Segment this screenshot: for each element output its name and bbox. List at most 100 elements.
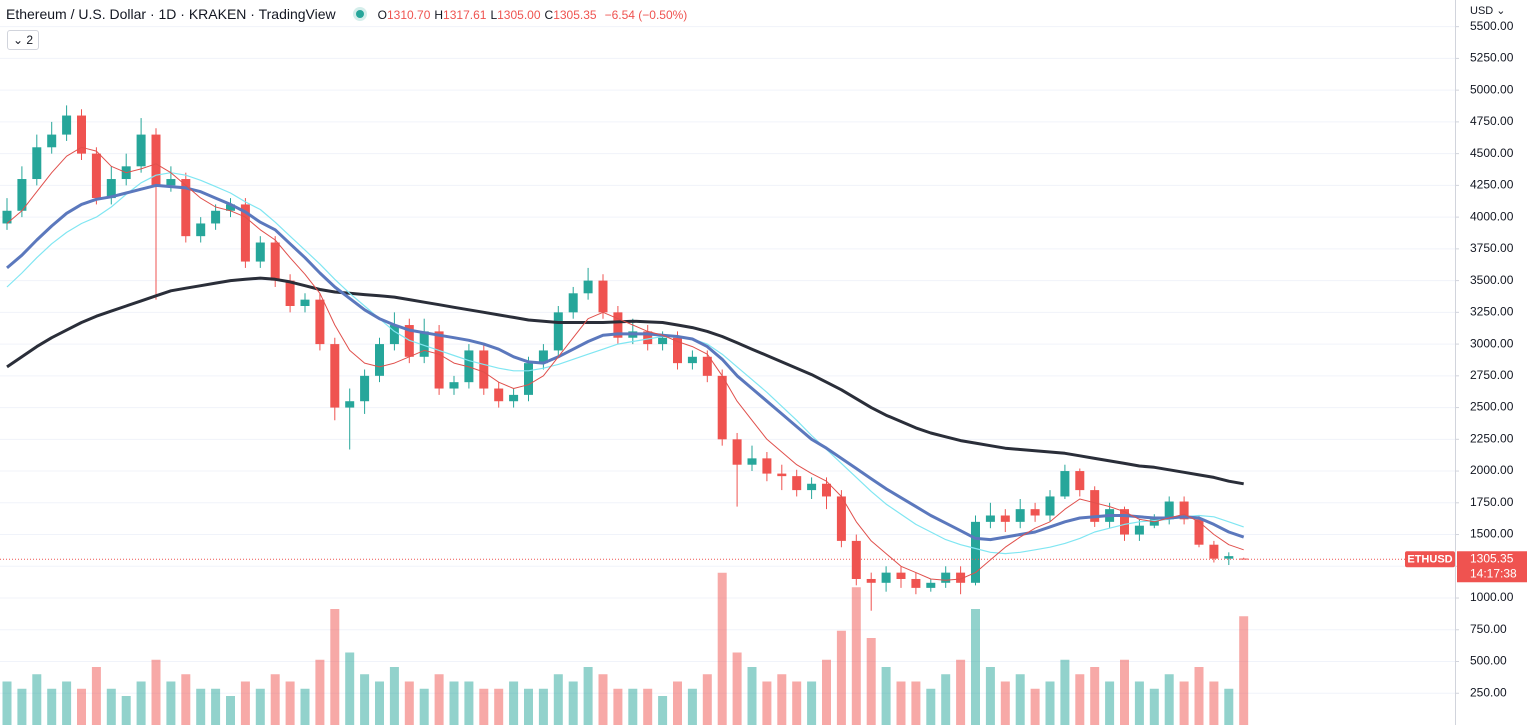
volume-bar	[538, 688, 548, 725]
y-tick-label: 4250.00	[1470, 178, 1514, 192]
candle-body	[553, 312, 563, 351]
volume-bar	[985, 667, 995, 725]
candle-body	[702, 356, 712, 376]
volume-bar	[792, 681, 802, 725]
moving-average	[6, 146, 1244, 581]
candle-body	[389, 325, 399, 345]
volume-bar	[330, 609, 340, 725]
volume-bar	[479, 688, 489, 725]
volume-bar	[494, 688, 504, 725]
volume-bar	[47, 688, 57, 725]
volume-bar	[1209, 681, 1219, 725]
volume-bar	[1179, 681, 1189, 725]
volume-bar	[285, 681, 295, 725]
volume-bar	[658, 696, 668, 725]
volume-bar	[687, 688, 697, 725]
candle-body	[136, 134, 146, 167]
volume-bar	[613, 688, 623, 725]
candle-body	[1239, 558, 1249, 560]
volume-bar	[449, 681, 459, 725]
volume-bar	[1075, 674, 1085, 725]
candle-body	[255, 242, 265, 262]
candle-body	[658, 337, 668, 345]
ohlc-value: 1305.35	[553, 8, 597, 22]
volume-bar	[673, 681, 682, 725]
volume-bar	[1060, 659, 1070, 725]
candle-body	[896, 572, 906, 579]
volume-bar	[1134, 681, 1144, 725]
candle-body	[1060, 471, 1070, 497]
volume-bar	[136, 681, 146, 725]
volume-bar	[1239, 616, 1249, 725]
y-tick-label: 750.00	[1470, 622, 1507, 636]
candle-body	[62, 115, 72, 135]
candle-body	[941, 572, 951, 583]
y-tick-label: 5500.00	[1470, 19, 1514, 33]
candle-body	[47, 134, 57, 148]
candle-body	[1209, 544, 1219, 559]
volume-bar	[807, 681, 817, 725]
candle-body	[2, 210, 12, 224]
candle-body	[911, 578, 921, 588]
volume-bar	[240, 681, 250, 725]
volume-bar	[911, 681, 921, 725]
candle-body	[926, 582, 936, 588]
volume-bar	[747, 667, 757, 725]
volume-bar	[777, 674, 787, 725]
y-tick-label: 3750.00	[1470, 241, 1514, 255]
candle-body	[538, 350, 548, 364]
candle-body	[240, 204, 250, 262]
candle-body	[315, 299, 325, 345]
ohlc-key: O	[377, 8, 387, 22]
candle-body	[494, 388, 504, 402]
candle-body	[151, 134, 161, 186]
candle-body	[419, 331, 429, 357]
volume-bar	[643, 688, 653, 725]
candle-body	[673, 337, 682, 364]
y-tick-label: 2500.00	[1470, 400, 1514, 414]
indicators-toggle[interactable]: ⌄ 2	[7, 30, 40, 50]
volume-bar	[345, 652, 355, 725]
volume-bar	[389, 667, 399, 725]
volume-bar	[1164, 674, 1174, 725]
header: Ethereum / U.S. Dollar · 1D · KRAKEN · T…	[6, 6, 687, 22]
ohlc-value: 1317.61	[443, 8, 487, 22]
volume-bar	[226, 696, 235, 725]
candle-body	[285, 280, 295, 306]
candle-body	[985, 515, 995, 522]
volume-bar	[434, 674, 444, 725]
y-tick-label: 1750.00	[1470, 495, 1514, 509]
volume-bar	[1000, 681, 1010, 725]
y-tick-label: 2250.00	[1470, 431, 1514, 445]
volume-bar	[956, 659, 966, 725]
volume-bar	[1224, 688, 1234, 725]
volume-bar	[166, 681, 176, 725]
y-tick-label: 3000.00	[1470, 336, 1514, 350]
volume-bar	[1045, 681, 1055, 725]
volume-bar	[836, 630, 846, 725]
candle-body	[77, 115, 86, 154]
moving-average	[6, 276, 1244, 486]
candle-body	[270, 242, 280, 281]
ohlc-key: L	[490, 8, 498, 22]
volume-bar	[1194, 667, 1204, 725]
currency-select[interactable]: USD ⌄	[1470, 5, 1506, 17]
volume-bar	[360, 674, 370, 725]
volume-bar	[62, 681, 72, 725]
candle-body	[1090, 490, 1100, 522]
volume-bar	[717, 572, 727, 725]
price-tag-bg	[1457, 551, 1527, 583]
candle-body	[568, 293, 578, 313]
candle-body	[464, 350, 474, 383]
candle-body	[687, 356, 697, 364]
ohlc-legend: O1310.70 H1317.61 L1305.00 C1305.35 −6.54 (−…	[378, 8, 688, 22]
candle-body	[1000, 515, 1010, 522]
candle-body	[17, 179, 27, 211]
y-tick-label: 4000.00	[1470, 209, 1514, 223]
ohlc-value: 1310.70	[386, 8, 431, 22]
y-tick-label: 5250.00	[1470, 51, 1514, 65]
candle-body	[106, 179, 116, 199]
candle-body	[643, 331, 653, 345]
candle-body	[792, 476, 802, 491]
price-axis	[1455, 0, 1529, 725]
